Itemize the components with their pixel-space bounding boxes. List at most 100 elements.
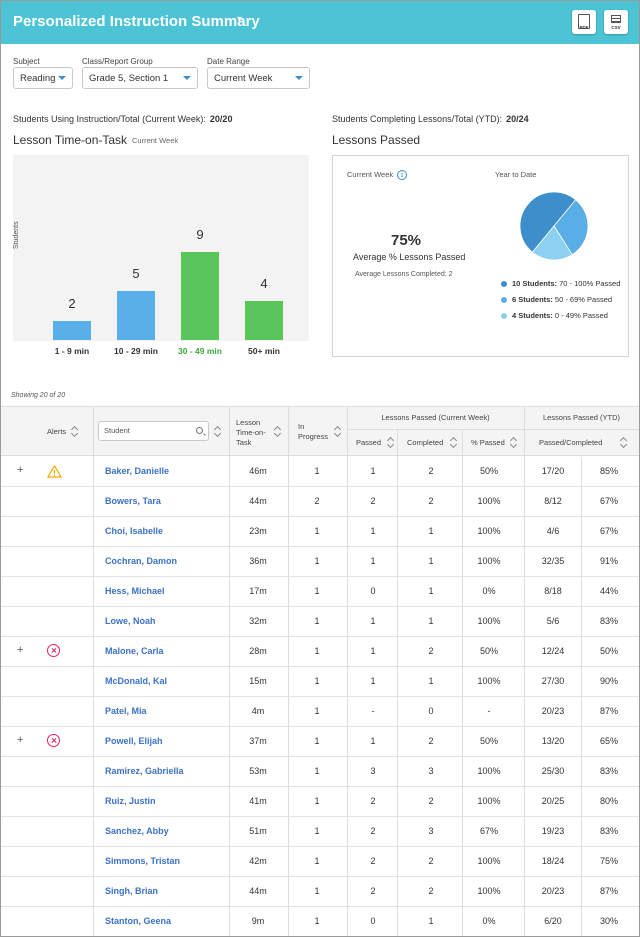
cell-completed: 2 — [428, 886, 434, 896]
sort-icon[interactable] — [510, 436, 517, 448]
search-icon — [196, 427, 203, 434]
col-divider — [288, 487, 289, 517]
col-divider — [347, 817, 348, 847]
col-divider — [288, 727, 289, 757]
error-icon[interactable] — [47, 644, 60, 657]
info-icon[interactable]: i — [397, 170, 407, 180]
sort-icon[interactable] — [334, 425, 341, 437]
pie-slice-1[interactable] — [553, 199, 589, 256]
student-name-link[interactable]: Powell, Elijah — [105, 736, 163, 746]
sort-icon[interactable] — [620, 436, 627, 448]
student-name-link[interactable]: Sanchez, Abby — [105, 826, 169, 836]
table-row[interactable]: Lowe, Noah 32m 1 1 1 100% 5/6 83% — [1, 607, 639, 637]
cell-ytd_pct: 83% — [599, 616, 618, 626]
col-divider — [93, 457, 94, 487]
col-divider — [524, 457, 525, 487]
col-divider — [581, 547, 582, 577]
bar-value-label: 9 — [196, 227, 204, 243]
error-icon[interactable] — [47, 734, 60, 747]
cell-ytd: 20/23 — [541, 886, 565, 896]
cell-ytd: 18/24 — [541, 856, 565, 866]
date-range-select[interactable]: Current Week — [207, 67, 310, 89]
expand-icon[interactable]: + — [17, 644, 24, 656]
student-name-link[interactable]: Lowe, Noah — [105, 616, 156, 626]
subject-select[interactable]: Reading — [13, 67, 73, 89]
sort-icon[interactable] — [214, 425, 221, 437]
legend-item: 10 Students: 70 - 100% Passed — [501, 279, 620, 288]
group-select[interactable]: Grade 5, Section 1 — [82, 67, 198, 89]
table-row[interactable]: Ruiz, Justin 41m 1 2 2 100% 20/25 80% — [1, 787, 639, 817]
pie-slice-0[interactable] — [519, 191, 577, 253]
col-divider — [581, 667, 582, 697]
table-row[interactable]: Simmons, Tristan 42m 1 2 2 100% 18/24 75% — [1, 847, 639, 877]
table-row[interactable]: + Baker, Danielle 46m 1 1 2 50% 17/20 85% — [1, 457, 639, 487]
legend-item: 6 Students: 50 - 69% Passed — [501, 295, 612, 304]
col-divider — [347, 457, 348, 487]
cell-time: 51m — [249, 826, 267, 836]
bar-2[interactable] — [181, 252, 219, 340]
student-search-input[interactable]: Student — [98, 421, 209, 441]
table-row[interactable]: Bowers, Tara 44m 2 2 2 100% 8/12 67% — [1, 487, 639, 517]
col-divider — [462, 817, 463, 847]
col-divider — [462, 877, 463, 907]
table-row[interactable]: McDonald, Kal 15m 1 1 1 100% 27/30 90% — [1, 667, 639, 697]
cell-passed: 0 — [370, 586, 376, 596]
pdf-export-button[interactable]: PDF — [572, 10, 596, 34]
table-row[interactable]: + Powell, Elijah 37m 1 1 2 50% 13/20 65% — [1, 727, 639, 757]
bar-0[interactable] — [53, 320, 91, 340]
table-row[interactable]: Patel, Mia 4m 1 - 0 - 20/23 87% — [1, 697, 639, 727]
table-row[interactable]: Choi, Isabelle 23m 1 1 1 100% 4/6 67% — [1, 517, 639, 547]
page-title[interactable]: Personalized Instruction Summary — [13, 13, 260, 30]
time-on-task-title: Lesson Time-on-Task — [13, 133, 128, 147]
avg-percent-caption: Average % Lessons Passed — [353, 252, 466, 262]
student-name-link[interactable]: McDonald, Kal — [105, 676, 168, 686]
app-header: Personalized Instruction Summary ▾ PDF C… — [1, 1, 639, 44]
student-name-link[interactable]: Simmons, Tristan — [105, 856, 181, 866]
student-search-placeholder: Student — [104, 426, 130, 435]
table-row[interactable]: Sanchez, Abby 51m 1 2 3 67% 19/23 83% — [1, 817, 639, 847]
student-name-link[interactable]: Hess, Michael — [105, 586, 165, 596]
table-row[interactable]: + Malone, Carla 28m 1 1 2 50% 12/24 50% — [1, 637, 639, 667]
progress-header-line1: In — [298, 422, 305, 431]
student-name-link[interactable]: Singh, Brian — [105, 886, 159, 896]
student-name-link[interactable]: Ramirez, Gabriella — [105, 766, 184, 776]
table-row[interactable]: Ramirez, Gabriella 53m 1 3 3 100% 25/30 83% — [1, 757, 639, 787]
bar-3[interactable] — [245, 301, 283, 340]
csv-export-button[interactable]: CSV — [604, 10, 628, 34]
sort-icon[interactable] — [274, 425, 281, 437]
student-name-link[interactable]: Malone, Carla — [105, 646, 164, 656]
col-divider — [229, 517, 230, 547]
legend-count: 10 Students: — [512, 279, 558, 288]
col-divider — [581, 907, 582, 936]
cell-time: 41m — [249, 796, 267, 806]
student-name-link[interactable]: Ruiz, Justin — [105, 796, 156, 806]
table-row[interactable]: Singh, Brian 44m 1 2 2 100% 20/23 87% — [1, 877, 639, 907]
table-row[interactable]: Cochran, Damon 36m 1 1 1 100% 32/35 91% — [1, 547, 639, 577]
col-divider — [229, 847, 230, 877]
cell-prog: 2 — [314, 496, 320, 506]
cell-completed: 2 — [428, 646, 434, 656]
table-row[interactable]: Stanton, Geena 9m 1 0 1 0% 6/20 30% — [1, 907, 639, 936]
student-name-link[interactable]: Patel, Mia — [105, 706, 147, 716]
table-row[interactable]: Hess, Michael 17m 1 0 1 0% 8/18 44% — [1, 577, 639, 607]
warning-icon[interactable] — [47, 465, 62, 478]
chevron-down-icon[interactable]: ▾ — [237, 14, 243, 25]
cell-pct: 100% — [477, 616, 501, 626]
student-name-link[interactable]: Stanton, Geena — [105, 916, 172, 926]
student-name-link[interactable]: Bowers, Tara — [105, 496, 161, 506]
student-name-link[interactable]: Baker, Danielle — [105, 466, 170, 476]
expand-icon[interactable]: + — [17, 464, 24, 476]
sort-icon[interactable] — [450, 436, 457, 448]
progress-header-line2: Progress — [298, 432, 329, 441]
student-name-link[interactable]: Cochran, Damon — [105, 556, 178, 566]
sort-icon[interactable] — [71, 425, 78, 437]
time-header-line2: Time-on- — [236, 428, 266, 437]
sort-icon[interactable] — [387, 436, 394, 448]
student-name-link[interactable]: Choi, Isabelle — [105, 526, 164, 536]
expand-icon[interactable]: + — [17, 734, 24, 746]
bar-1[interactable] — [117, 291, 155, 340]
col-divider — [93, 727, 94, 757]
col-divider — [397, 607, 398, 637]
pie-slice-2[interactable] — [531, 225, 573, 261]
